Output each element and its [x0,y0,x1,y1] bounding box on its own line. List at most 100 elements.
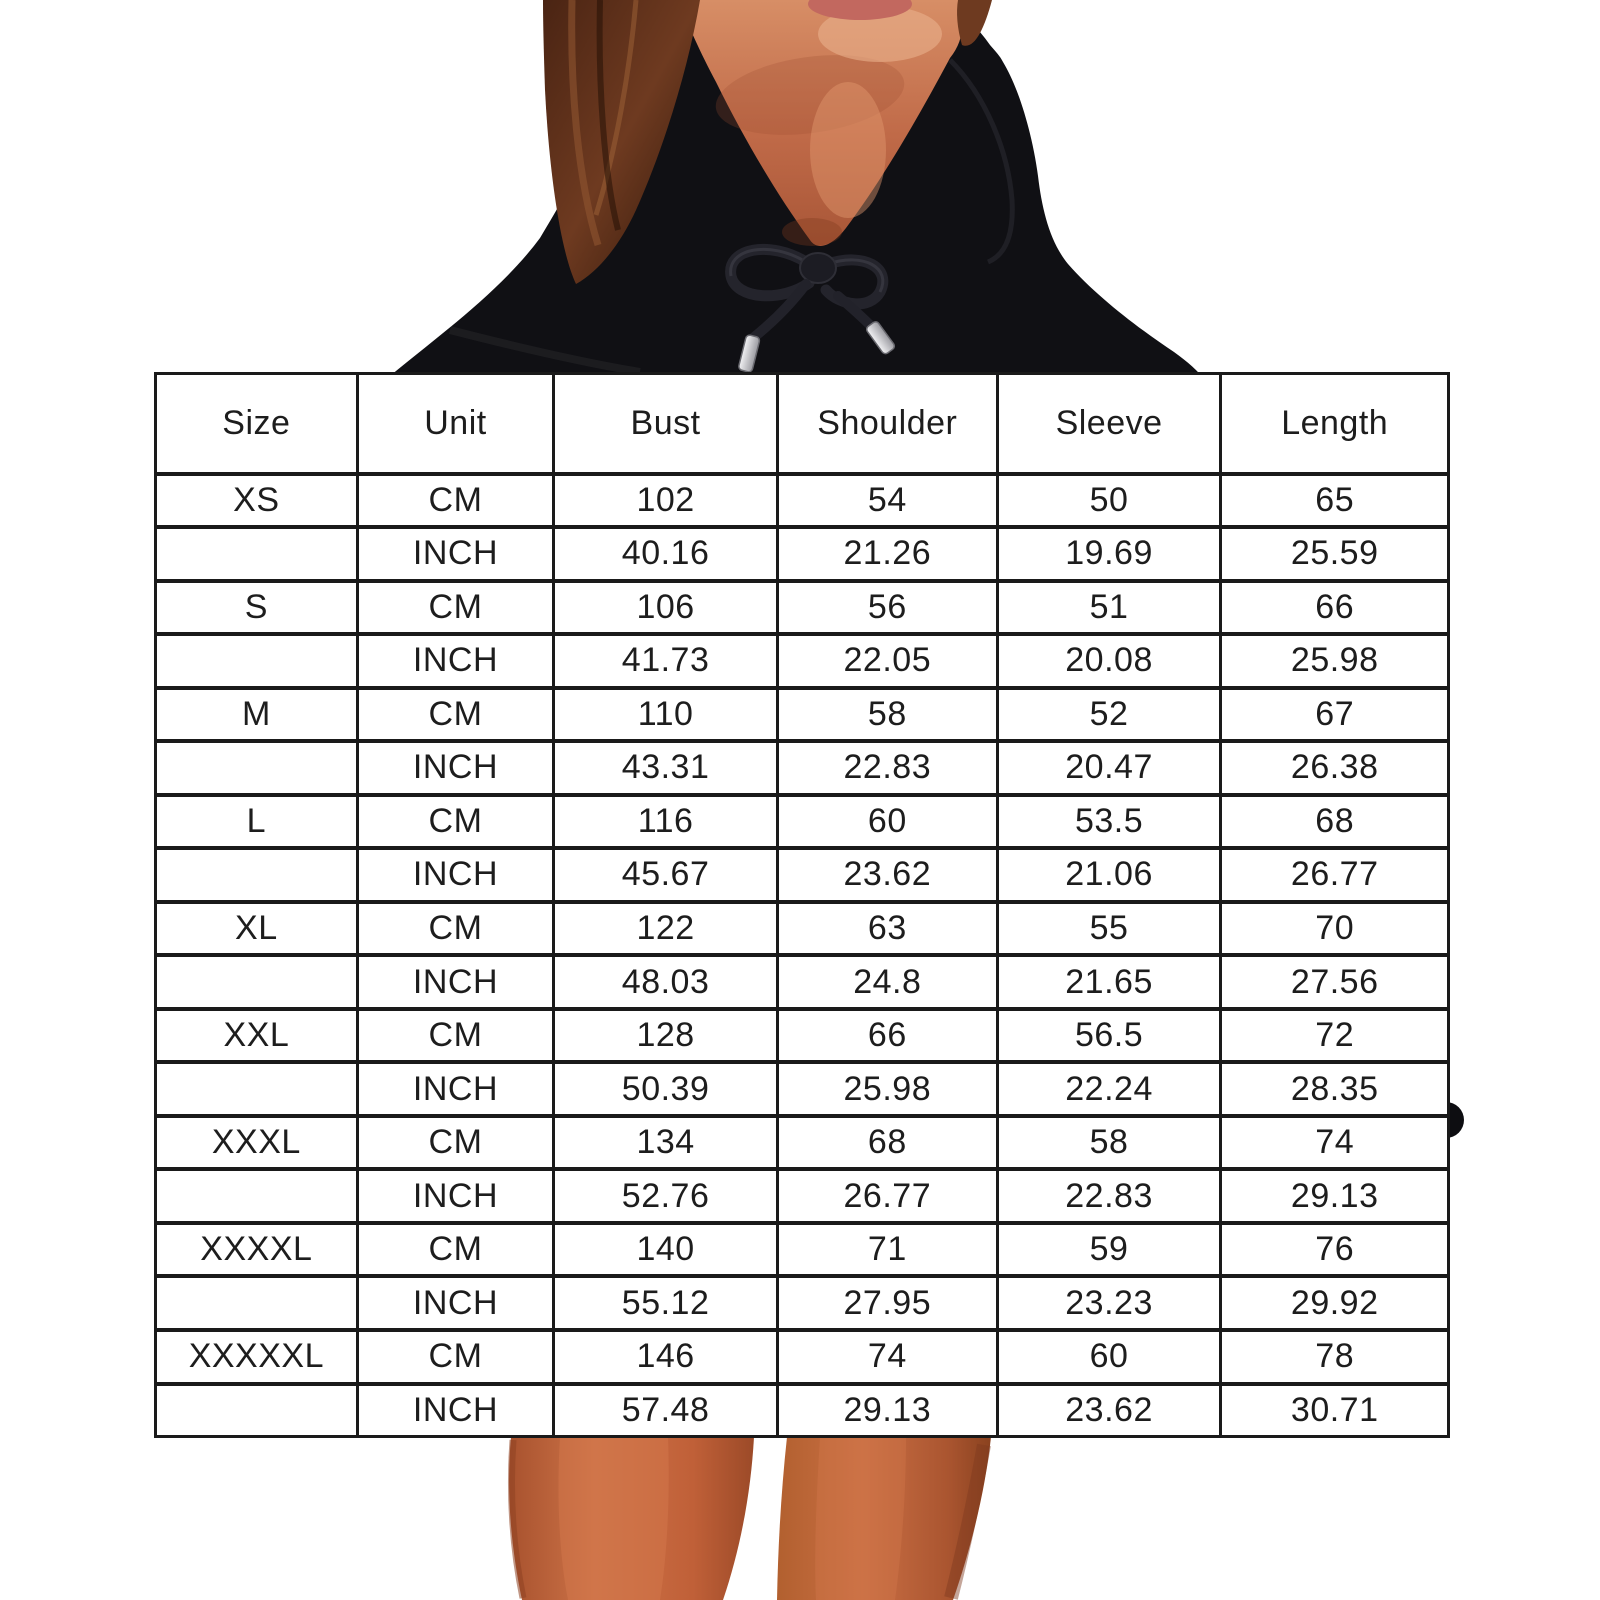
drawstring-loop-right-highlight [827,258,885,293]
lips [808,0,912,20]
size-chart-row: INCH 45.67 23.62 21.06 26.77 [154,846,1450,902]
size-chart-row: XXXXL CM 140 71 59 76 [154,1220,1450,1277]
size-chart-header-row: Size Unit Bust Shoulder Sleeve Length [154,373,1450,476]
drawstring-loop-left-highlight [729,247,807,277]
size-chart-cell-length: 72 [1219,1006,1450,1063]
aglet-left [738,334,761,373]
size-chart-row: INCH 48.03 24.8 21.65 27.56 [154,953,1450,1009]
neck-v-shadow [782,218,842,246]
size-chart-header-bust: Bust [552,373,779,476]
size-chart-cell-unit: INCH [355,1060,556,1116]
size-chart-cell-length: 25.98 [1219,632,1450,688]
size-chart-row: INCH 40.16 21.26 19.69 25.59 [154,525,1450,581]
size-chart-cell-bust: 116 [552,792,779,849]
size-chart-cell-bust: 102 [552,471,779,528]
hair-wisp-right [957,0,992,46]
size-chart-cell-length: 28.35 [1219,1060,1450,1116]
size-chart-cell-unit: INCH [355,1167,556,1223]
size-chart-cell-sleeve: 22.83 [995,1167,1223,1223]
size-chart-cell-length: 26.38 [1219,739,1450,795]
size-chart-row: L CM 116 60 53.5 68 [154,792,1450,849]
size-chart-cell-shoulder: 29.13 [775,1381,999,1437]
size-chart-cell-sleeve: 50 [995,471,1223,528]
size-chart-cell-shoulder: 23.62 [775,846,999,902]
size-chart-header-unit: Unit [355,373,556,476]
size-chart-cell-length: 29.92 [1219,1274,1450,1330]
under-chin-shadow [715,55,905,135]
size-chart-cell-shoulder: 56 [775,578,999,635]
size-chart-row: INCH 50.39 25.98 22.24 28.35 [154,1060,1450,1116]
size-chart-cell-bust: 106 [552,578,779,635]
size-chart-cell-unit: CM [355,1220,556,1277]
size-chart-cell-length: 25.59 [1219,525,1450,581]
size-chart-cell-length: 68 [1219,792,1450,849]
size-chart-cell-sleeve: 20.08 [995,632,1223,688]
size-chart-cell-shoulder: 27.95 [775,1274,999,1330]
drawstring-cord-left [748,279,811,343]
neck-highlight [810,82,886,218]
size-chart-cell-bust: 41.73 [552,632,779,688]
size-chart-cell-length: 29.13 [1219,1167,1450,1223]
leg-right-edge-shadow [944,1443,991,1600]
size-chart-cell-size: XXXL [154,1113,359,1170]
size-chart-header-size: Size [154,373,359,476]
size-chart-cell-shoulder: 24.8 [775,953,999,1009]
size-chart-cell-bust: 140 [552,1220,779,1277]
size-chart-cell-unit: CM [355,578,556,635]
size-chart-cell-size [154,846,359,902]
size-chart-cell-unit: CM [355,1006,556,1063]
size-chart-cell-bust: 48.03 [552,953,779,1009]
size-chart-cell-bust: 122 [552,899,779,956]
hair [543,0,700,284]
size-chart-cell-bust: 52.76 [552,1167,779,1223]
size-chart-row: INCH 55.12 27.95 23.23 29.92 [154,1274,1450,1330]
size-chart-cell-shoulder: 63 [775,899,999,956]
size-chart-cell-size: XL [154,899,359,956]
size-chart-cell-size [154,1167,359,1223]
size-chart-cell-size: S [154,578,359,635]
size-chart-cell-unit: CM [355,792,556,849]
size-chart-cell-bust: 146 [552,1328,779,1384]
size-chart-cell-unit: INCH [355,525,556,581]
size-chart-cell-length: 65 [1219,471,1450,528]
size-chart-cell-size [154,1381,359,1437]
hoodie-shoulder-crease [449,326,641,376]
size-chart-header-shoulder: Shoulder [775,373,999,476]
size-chart-cell-shoulder: 22.83 [775,739,999,795]
size-chart-cell-shoulder: 68 [775,1113,999,1170]
size-chart-cell-length: 27.56 [1219,953,1450,1009]
size-chart-cell-bust: 128 [552,1006,779,1063]
hair-streak-dark [596,0,621,231]
size-chart-row: M CM 110 58 52 67 [154,685,1450,742]
size-chart-row: INCH 57.48 29.13 23.62 30.71 [154,1381,1450,1437]
size-chart-cell-shoulder: 22.05 [775,632,999,688]
size-chart-cell-size: M [154,685,359,742]
size-chart-cell-sleeve: 22.24 [995,1060,1223,1116]
size-chart-cell-size: XXXXL [154,1220,359,1277]
size-chart-cell-length: 70 [1219,899,1450,956]
size-chart-header-sleeve: Sleeve [995,373,1223,476]
size-chart-cell-size: L [154,792,359,849]
drawstring-bow [725,243,896,373]
size-chart-cell-sleeve: 58 [995,1113,1223,1170]
size-chart-row: INCH 43.31 22.83 20.47 26.38 [154,739,1450,795]
size-chart-cell-shoulder: 25.98 [775,1060,999,1116]
size-chart-cell-size [154,739,359,795]
size-chart-row: INCH 52.76 26.77 22.83 29.13 [154,1167,1450,1223]
size-chart-cell-shoulder: 21.26 [775,525,999,581]
size-chart-cell-bust: 134 [552,1113,779,1170]
size-chart-cell-unit: INCH [355,1274,556,1330]
size-chart-cell-length: 76 [1219,1220,1450,1277]
size-chart-cell-sleeve: 59 [995,1220,1223,1277]
size-chart-cell-length: 74 [1219,1113,1450,1170]
legs [507,1437,991,1600]
size-chart-cell-unit: CM [355,899,556,956]
size-chart-cell-size: XXL [154,1006,359,1063]
hoodie-fold-right [948,58,1015,265]
size-chart-cell-size [154,1060,359,1116]
size-chart-cell-bust: 43.31 [552,739,779,795]
drawstring-knot [799,252,837,284]
size-chart-cell-unit: INCH [355,953,556,1009]
size-chart-row: XS CM 102 54 50 65 [154,471,1450,528]
